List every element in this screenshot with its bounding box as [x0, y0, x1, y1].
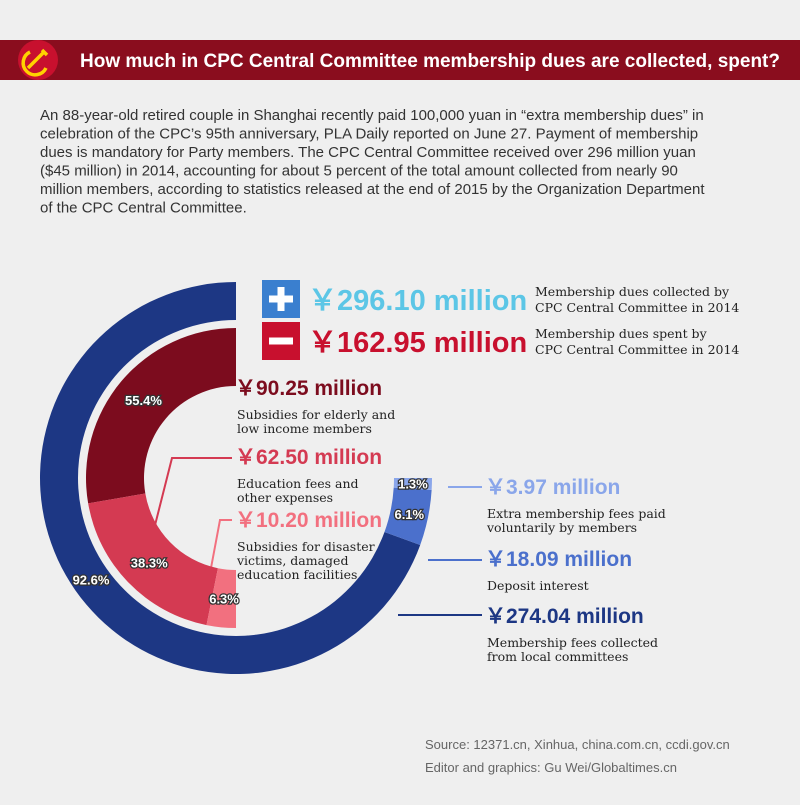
- intro-line: celebration of the CPC’s 95th anniversar…: [40, 126, 698, 143]
- plus-sign: [269, 287, 293, 311]
- percent-label: 6.3%: [209, 591, 239, 606]
- percent-label: 92.6%: [73, 573, 110, 588]
- total-description: CPC Central Committee in 2014: [535, 342, 739, 357]
- total-amount: ￥162.95 million: [308, 327, 527, 359]
- leader-line: [149, 457, 232, 546]
- amount-description: low income members: [237, 421, 372, 436]
- intro-line: An 88-year-old retired couple in Shangha…: [40, 107, 704, 124]
- total-description: CPC Central Committee in 2014: [535, 300, 739, 315]
- percent-label: 6.1%: [394, 507, 424, 522]
- percent-label: 1.3%: [398, 476, 428, 491]
- amount-label: ￥10.20 million: [235, 509, 382, 532]
- ring-segment: [206, 568, 236, 628]
- amount-description: education facilities: [237, 567, 357, 582]
- amount-label: ￥3.97 million: [485, 476, 620, 499]
- amount-description: victims, damaged: [236, 553, 348, 568]
- amount-description: other expenses: [237, 490, 333, 505]
- title-band: [0, 40, 800, 80]
- amount-description: Subsidies for disaster: [237, 539, 375, 554]
- ring-segment: [393, 478, 432, 490]
- amount-description: Extra membership fees paid: [487, 506, 666, 521]
- amount-description: Deposit interest: [487, 578, 589, 593]
- emblem-symbol: [21, 48, 49, 77]
- ring-segment: [85, 328, 236, 504]
- amount-label: ￥90.25 million: [235, 377, 382, 400]
- total-amount: ￥296.10 million: [308, 285, 527, 317]
- amount-description: Membership fees collected: [487, 635, 658, 650]
- amount-label: ￥274.04 million: [485, 605, 644, 628]
- intro-line: of the CPC Central Committee.: [40, 200, 247, 217]
- percent-label: 55.4%: [125, 393, 162, 408]
- title: How much in CPC Central Committee member…: [80, 51, 780, 72]
- total-description: Membership dues spent by: [535, 326, 708, 341]
- amount-description: Education fees and: [237, 476, 359, 491]
- intro-line: dues is mandatory for Party members. The…: [40, 144, 696, 161]
- ring-segment: [88, 493, 218, 626]
- source: Source: 12371.cn, Xinhua, china.com.cn, …: [425, 737, 730, 752]
- amount-label: ￥62.50 million: [235, 446, 382, 469]
- intro-line: million members, according to statistics…: [40, 181, 705, 198]
- credit: Editor and graphics: Gu Wei/Globaltimes.…: [425, 760, 677, 775]
- amount-label: ￥18.09 million: [485, 548, 632, 571]
- intro-line: ($45 million) in 2014, accounting for ab…: [40, 163, 678, 180]
- amount-description: voluntarily by members: [486, 520, 637, 535]
- total-description: Membership dues collected by: [535, 284, 730, 299]
- amount-description: from local committees: [487, 649, 628, 664]
- ring-segment: [384, 487, 432, 545]
- amount-description: Subsidies for elderly and: [237, 407, 395, 422]
- percent-label: 38.3%: [131, 555, 168, 570]
